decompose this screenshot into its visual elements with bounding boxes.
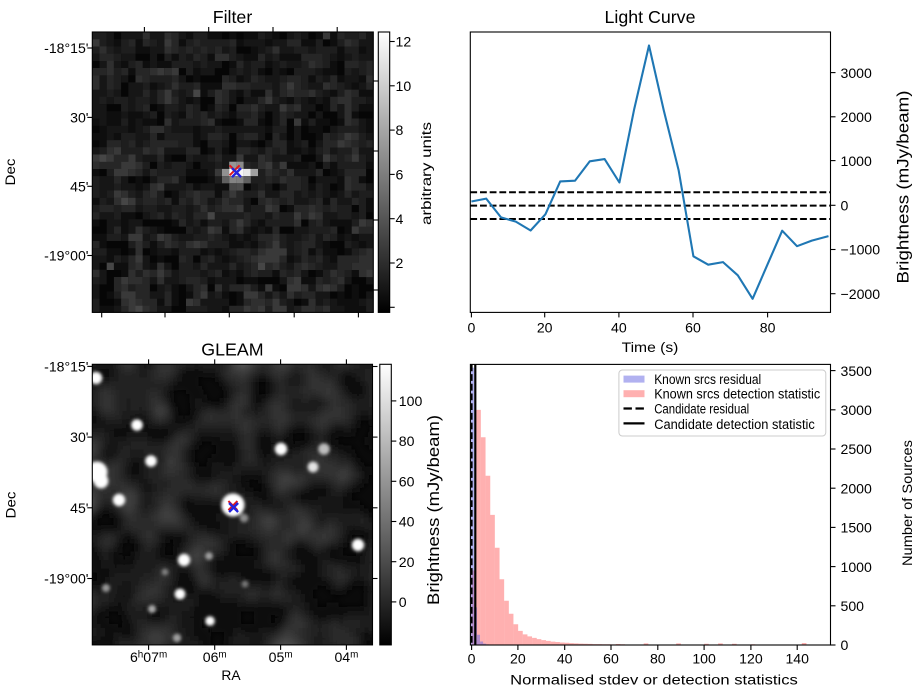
svg-text:60: 60 [685,320,701,336]
svg-text:30': 30' [70,109,88,125]
svg-text:30': 30' [70,429,88,445]
svg-text:-19°00': -19°00' [44,571,88,587]
svg-text:20: 20 [537,320,553,336]
svg-text:500: 500 [841,598,865,614]
svg-text:20: 20 [510,651,526,667]
svg-text:GLEAM: GLEAM [201,340,263,360]
svg-text:0: 0 [468,651,476,667]
svg-text:06m: 06m [203,649,227,665]
svg-text:2500: 2500 [841,441,873,457]
svg-text:Brightness (mJy/beam): Brightness (mJy/beam) [425,415,443,605]
svg-text:0: 0 [467,320,475,336]
svg-text:80: 80 [650,651,666,667]
svg-text:1000: 1000 [841,559,873,575]
svg-text:45': 45' [70,178,88,194]
svg-text:04m: 04m [334,649,358,665]
svg-text:arbitrary units: arbitrary units [418,122,434,225]
svg-text:2000: 2000 [841,480,873,496]
svg-text:40: 40 [399,514,415,530]
svg-text:-18°15': -18°15' [44,358,88,374]
svg-text:20: 20 [399,554,415,570]
svg-text:Dec: Dec [2,159,18,186]
svg-text:80: 80 [760,320,776,336]
svg-text:−1000: −1000 [841,242,881,258]
svg-text:Known srcs residual: Known srcs residual [654,371,761,387]
svg-text:Dec: Dec [3,492,19,519]
svg-text:Normalised stdev or detection: Normalised stdev or detection statistics [510,672,798,688]
svg-text:3500: 3500 [841,363,873,379]
svg-text:Time (s): Time (s) [622,339,679,355]
svg-text:-18°15': -18°15' [44,40,88,56]
svg-text:3000: 3000 [841,65,873,81]
svg-text:RA: RA [221,667,241,683]
svg-text:0: 0 [841,637,849,653]
svg-text:1500: 1500 [841,520,873,536]
svg-text:Known srcs detection statistic: Known srcs detection statistic [654,386,820,402]
svg-text:60: 60 [399,473,415,489]
svg-text:Light Curve: Light Curve [605,7,696,27]
svg-text:3000: 3000 [841,402,873,418]
svg-text:100: 100 [692,651,716,667]
svg-text:4: 4 [396,211,404,227]
svg-text:Candidate detection statistic: Candidate detection statistic [654,416,815,432]
svg-text:10: 10 [396,78,412,94]
svg-text:12: 12 [396,34,412,50]
svg-text:05m: 05m [269,649,293,665]
svg-text:45': 45' [70,500,88,516]
svg-text:6: 6 [396,167,404,183]
svg-text:140: 140 [785,651,809,667]
svg-text:Candidate residual: Candidate residual [654,401,749,417]
svg-text:Brightness (mJy/beam): Brightness (mJy/beam) [895,91,913,284]
svg-text:80: 80 [399,433,415,449]
svg-text:-19°00': -19°00' [44,248,88,264]
svg-text:40: 40 [557,651,573,667]
svg-text:−2000: −2000 [841,286,881,302]
svg-text:40: 40 [611,320,627,336]
svg-text:60: 60 [603,651,619,667]
svg-text:0: 0 [841,198,849,214]
svg-text:2000: 2000 [841,109,873,125]
svg-text:100: 100 [399,393,423,409]
svg-text:0: 0 [399,594,407,610]
svg-text:120: 120 [739,651,763,667]
svg-text:6h07m: 6h07m [130,649,167,665]
svg-text:Filter: Filter [213,7,253,27]
svg-text:1000: 1000 [841,153,873,169]
svg-text:Number of Sources: Number of Sources [899,440,915,566]
svg-text:8: 8 [396,122,404,138]
svg-text:2: 2 [396,255,404,271]
